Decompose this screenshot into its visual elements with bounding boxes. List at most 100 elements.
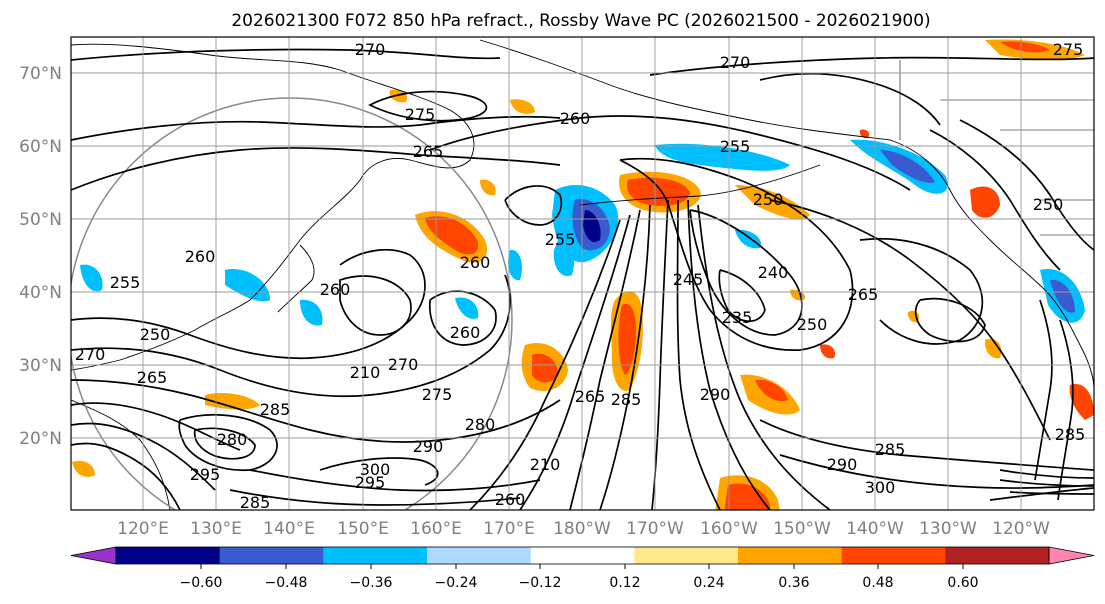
contour-line: [959, 119, 1094, 251]
lon-label: 160°W: [700, 519, 758, 539]
contour-line: [1009, 491, 1094, 495]
contour-label: 260: [495, 490, 526, 509]
contour-line: [769, 199, 1051, 441]
contour-line: [759, 419, 1094, 471]
map-frame: [70, 36, 1095, 511]
contour-label: 295: [190, 465, 221, 484]
contour-label: 285: [875, 440, 906, 459]
colorbar-segment: [116, 547, 221, 564]
colorbar-segment: [427, 547, 532, 564]
negative-anomaly-area: [455, 297, 479, 319]
colorbar-extension-low: [70, 546, 117, 565]
colorbar-label: 0.48: [862, 575, 893, 591]
contour-label: 250: [1033, 195, 1064, 214]
colorbar-segment: [530, 547, 635, 564]
contour-label: 245: [673, 270, 704, 289]
negative-anomaly-core: [1050, 279, 1075, 313]
colorbar-label: −0.60: [180, 575, 223, 591]
contour-label: 260: [450, 323, 481, 342]
colorbar-label: −0.48: [265, 575, 308, 591]
colorbar-label: −0.12: [519, 575, 562, 591]
contour-line: [599, 204, 651, 510]
contour-line: [229, 489, 521, 506]
contour-line: [71, 48, 501, 61]
colorbar-labels: −0.60 −0.48 −0.36 −0.24 −0.12 0.12 0.24 …: [180, 575, 979, 591]
lon-label: 130°W: [919, 519, 977, 539]
contour-line: [914, 297, 986, 343]
contour-line: [1057, 319, 1074, 501]
contour-label: 285: [611, 390, 642, 409]
contour-label: 255: [110, 273, 141, 292]
contour-label: 275: [405, 105, 436, 124]
lon-label: 180°W: [553, 519, 611, 539]
colorbar-segment: [945, 547, 1050, 564]
contour-line: [71, 147, 561, 191]
positive-anomaly-core: [626, 177, 690, 206]
lat-label: 70°N: [19, 64, 62, 84]
longitude-labels: 120°E 130°E 140°E 150°E 160°E 170°E 180°…: [117, 519, 1050, 539]
contour-label: 275: [422, 385, 453, 404]
contour-line: [319, 457, 439, 486]
aleutian-chain: [579, 164, 821, 206]
positive-anomaly-core: [1000, 41, 1050, 53]
positive-anomaly-core: [820, 344, 836, 359]
lat-label: 40°N: [19, 283, 62, 303]
contour-line: [569, 209, 641, 510]
contour-label: 270: [720, 53, 751, 72]
lat-label: 20°N: [19, 429, 62, 449]
colorbar-label: 0.36: [778, 575, 809, 591]
contour-label: 275: [1053, 40, 1084, 59]
lon-label: 130°E: [190, 519, 242, 539]
lat-label: 30°N: [19, 356, 62, 376]
contour-label: 210: [530, 455, 561, 474]
japan-coastline: [277, 244, 315, 313]
colorbar-frame: [115, 546, 1050, 565]
contour-line: [71, 402, 241, 451]
positive-anomaly-core: [618, 303, 636, 375]
colorbar-ticks: [200, 564, 964, 569]
contour-line: [999, 479, 1094, 487]
contour-label: 260: [320, 280, 351, 299]
contour-line: [71, 248, 426, 360]
colorbar-label: −0.36: [350, 575, 393, 591]
colorbar-segment: [634, 547, 739, 564]
positive-anomaly-core: [1069, 384, 1094, 420]
colorbar-label: 0.24: [693, 575, 724, 591]
map-panel: 270 270 275 275 260 265 255 250 255 260 …: [70, 36, 1095, 511]
positive-anomaly-area: [984, 338, 1002, 359]
contour-label: 280: [217, 430, 248, 449]
contour-label: 235: [722, 308, 753, 327]
contour-label: 300: [360, 460, 391, 479]
contour-label: 260: [185, 247, 216, 266]
lon-label: 170°W: [626, 519, 684, 539]
positive-anomaly-core: [755, 379, 788, 402]
contour-line: [619, 157, 854, 351]
contour-lines: [71, 48, 1094, 510]
positive-anomaly-area: [735, 185, 810, 220]
colorbar-segment: [738, 547, 843, 564]
colorbar-segment: [323, 547, 428, 564]
contour-line: [71, 379, 561, 443]
colorbar-label: 0.60: [947, 575, 978, 591]
negative-anomaly-area: [655, 143, 790, 171]
contour-label: 300: [865, 478, 896, 497]
contour-label: 255: [545, 230, 576, 249]
contour-label: 250: [140, 325, 171, 344]
colorbar-label: −0.24: [435, 575, 478, 591]
contour-label: 290: [700, 385, 731, 404]
border-lines: [899, 60, 1094, 236]
coastlines: [71, 39, 1094, 510]
reference-circle: [71, 97, 513, 510]
contour-label: 250: [797, 315, 828, 334]
contour-line: [999, 469, 1094, 479]
graticule: [71, 37, 1094, 510]
contour-label: 265: [848, 285, 879, 304]
lat-label: 50°N: [19, 210, 62, 230]
negative-anomaly-area: [80, 264, 103, 292]
negative-anomaly-area: [735, 229, 761, 249]
map-title: 2026021300 F072 850 hPa refract., Rossby…: [231, 11, 930, 31]
lon-label: 140°W: [846, 519, 904, 539]
lon-label: 150°W: [773, 519, 831, 539]
contour-line: [929, 129, 1061, 271]
contour-label: 260: [560, 109, 591, 128]
